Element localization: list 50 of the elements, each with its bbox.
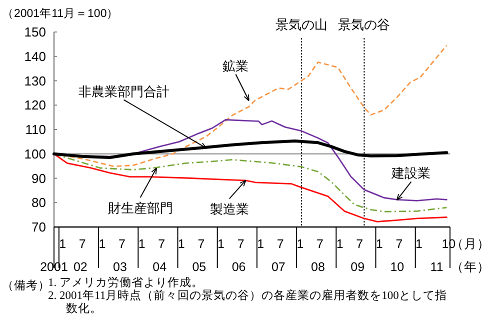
x-tick-label: 7 (356, 237, 364, 251)
y-axis-title: （2001年11月＝100） (2, 7, 119, 20)
annotation: 製造業 (210, 202, 249, 217)
text: （備考） (2, 279, 50, 292)
y-tick-label: 120 (24, 98, 46, 113)
x-tick-label: 1 (416, 237, 423, 251)
x-tick-label: 1 (257, 237, 264, 251)
y-tick-label: 90 (32, 170, 46, 186)
x-tick-label: 1 (59, 237, 66, 251)
text: 06 (232, 260, 246, 274)
text: 05 (192, 260, 206, 274)
x-tick-label: 7 (78, 237, 86, 251)
annotation: 建設業 (390, 166, 431, 181)
x-tick-label: 7 (237, 237, 244, 251)
y-tick-label: 100 (24, 146, 46, 162)
text: 2. 2001年11月時点（前々回の景気の谷）の各産業の雇用者数を100として指数化。 (48, 290, 448, 316)
x-tick-label: 1 (296, 237, 304, 251)
x-tick-label: 1 (138, 237, 146, 251)
text: 2001 (40, 260, 68, 274)
text: 10 (390, 260, 404, 274)
x-tick-label: 7 (316, 237, 324, 251)
y-tick-label: 110 (25, 122, 46, 137)
text: 09 (350, 260, 365, 274)
text: （年） (451, 260, 488, 274)
ref-line-label: 景気の山 (276, 17, 328, 32)
x-tick-label: 7 (158, 237, 166, 251)
y-tick-label: 130 (24, 73, 46, 88)
y-tick-label: 150 (24, 24, 46, 40)
x-tick-label: 1 (178, 237, 185, 251)
y-tick-label: 80 (32, 195, 46, 210)
text: 08 (311, 260, 325, 274)
text: 04 (152, 260, 167, 274)
x-tick-label: 1 (98, 237, 106, 251)
x-tick-label: 7 (198, 237, 205, 251)
x-tick-label: 7 (276, 237, 284, 251)
annotation: 財生産部門 (108, 200, 173, 216)
x-tick-label: 1 (336, 237, 344, 251)
annotation: 鉱業 (222, 58, 249, 74)
text: 11 (430, 260, 444, 274)
x-tick-label: 7 (396, 237, 403, 251)
x-tick-label: 7 (118, 237, 126, 251)
x-tick-label: 1 (218, 237, 225, 251)
y-tick-label: 140 (24, 48, 46, 64)
x-tick-label: 1 (376, 237, 383, 251)
y-tick-label: 70 (32, 220, 46, 234)
text: 07 (271, 260, 286, 274)
ref-line-label: 景気の谷 (338, 17, 390, 32)
text: 03 (113, 260, 127, 274)
text: 02 (73, 260, 88, 274)
annotation: 非農業部門合計 (78, 84, 170, 99)
